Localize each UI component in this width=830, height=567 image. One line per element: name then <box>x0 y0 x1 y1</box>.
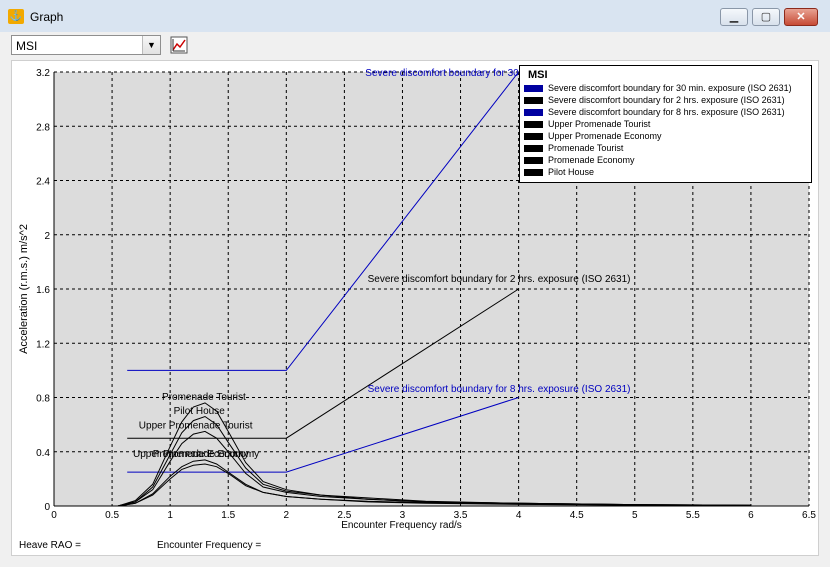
series-annotation: Severe discomfort boundary for 30 min. e… <box>365 68 636 79</box>
dropdown-value: MSI <box>16 39 38 53</box>
title-bar: ⚓ Graph ▁ ▢ ✕ <box>0 0 830 33</box>
y-tick-label: 3.2 <box>36 68 50 79</box>
heave-rao-label: Heave RAO = <box>19 540 81 551</box>
minimize-icon: ▁ <box>729 11 739 23</box>
x-tick-label: 4.5 <box>570 510 584 521</box>
x-tick-label: 3 <box>400 510 406 521</box>
x-tick-label: 6.5 <box>802 510 816 521</box>
legend-label: Promenade Tourist <box>548 143 624 153</box>
y-tick-label: 1.2 <box>36 339 50 350</box>
series-line <box>117 415 751 507</box>
close-icon: ✕ <box>796 11 806 23</box>
x-tick-label: 1 <box>167 510 173 521</box>
series-line <box>117 459 751 507</box>
x-tick-label: 1.5 <box>221 510 235 521</box>
y-tick-label: 0 <box>44 502 50 513</box>
ship-icon: ⚓ <box>8 9 24 24</box>
legend-title: MSI <box>528 69 548 81</box>
x-tick-label: 0 <box>51 510 57 521</box>
legend-swatch <box>524 121 543 128</box>
chevron-down-icon[interactable]: ▼ <box>142 36 160 54</box>
legend-swatch <box>524 85 543 92</box>
y-axis-label: Acceleration (r.m.s.) m/s^2 <box>18 224 30 354</box>
y-tick-label: 2 <box>44 231 50 242</box>
x-tick-label: 0.5 <box>105 510 119 521</box>
legend-swatch <box>524 157 543 164</box>
maximize-icon: ▢ <box>760 11 772 23</box>
series-annotation: Promenade Tourist <box>162 392 246 403</box>
legend-label: Pilot House <box>548 167 595 177</box>
legend-label: Severe discomfort boundary for 30 min. e… <box>548 83 792 93</box>
y-tick-label: 2.8 <box>36 122 50 133</box>
legend-label: Upper Promenade Economy <box>548 131 662 141</box>
x-tick-label: 6 <box>748 510 754 521</box>
x-tick-label: 3.5 <box>454 510 468 521</box>
series-annotation: Upper Promenade Tourist <box>139 421 253 432</box>
y-tick-label: 1.6 <box>36 285 50 296</box>
chart-settings-icon[interactable] <box>170 36 188 54</box>
series-annotation: Severe discomfort boundary for 2 hrs. ex… <box>368 274 631 285</box>
legend-label: Upper Promenade Tourist <box>548 119 651 129</box>
encounter-frequency-label: Encounter Frequency = <box>157 540 262 551</box>
series-line <box>127 397 519 473</box>
chart-legend: MSI Severe discomfort boundary for 30 mi… <box>519 65 812 183</box>
legend-label: Severe discomfort boundary for 2 hrs. ex… <box>548 95 785 105</box>
legend-swatch <box>524 97 543 104</box>
minimize-button[interactable]: ▁ <box>720 8 748 26</box>
x-tick-label: 5 <box>632 510 638 521</box>
legend-swatch <box>524 169 543 176</box>
series-line <box>127 71 519 371</box>
legend-swatch <box>524 145 543 152</box>
x-tick-label: 2 <box>284 510 290 521</box>
y-tick-label: 0.8 <box>36 394 50 405</box>
series-annotation: Pilot House <box>174 406 226 417</box>
window-title: Graph <box>30 10 64 24</box>
x-axis-label: Encounter Frequency rad/s <box>341 520 462 531</box>
y-tick-label: 2.4 <box>36 177 50 188</box>
series-annotation: Upper Promenade Economy <box>133 449 259 460</box>
series-line <box>127 288 519 439</box>
y-tick-label: 0.4 <box>36 448 50 459</box>
x-tick-label: 4 <box>516 510 522 521</box>
maximize-button[interactable]: ▢ <box>752 8 780 26</box>
x-tick-label: 2.5 <box>337 510 351 521</box>
legend-swatch <box>524 133 543 140</box>
graph-type-dropdown[interactable]: MSI ▼ <box>11 35 161 55</box>
series-line <box>117 463 751 507</box>
legend-swatch <box>524 109 543 116</box>
legend-label: Severe discomfort boundary for 8 hrs. ex… <box>548 107 785 117</box>
x-tick-label: 5.5 <box>686 510 700 521</box>
series-annotation: Promenade Economy <box>153 449 249 460</box>
close-button[interactable]: ✕ <box>784 8 818 26</box>
legend-label: Promenade Economy <box>548 155 635 165</box>
series-annotation: Severe discomfort boundary for 8 hrs. ex… <box>368 384 631 395</box>
